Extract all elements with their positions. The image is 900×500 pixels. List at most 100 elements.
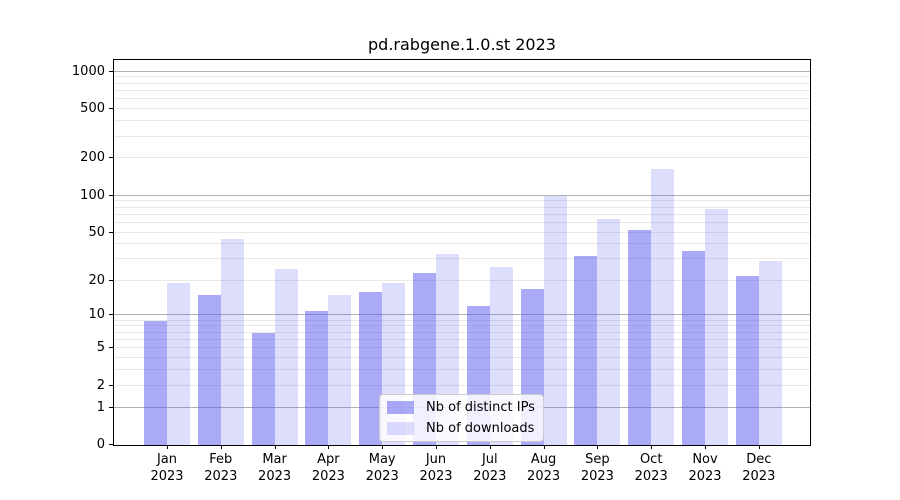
minor-gridline <box>114 76 810 78</box>
legend-label: Nb of downloads <box>426 421 535 436</box>
x-tick-month: Aug <box>530 452 557 467</box>
x-tick-year: 2023 <box>473 468 507 484</box>
x-tick-year: 2023 <box>258 468 292 484</box>
x-tick-mark <box>705 445 706 449</box>
y-tick-label: 1000 <box>71 63 105 79</box>
bar-distinct-ips-apr <box>305 310 329 445</box>
minor-gridline <box>114 200 810 202</box>
y-tick-mark <box>109 108 114 110</box>
minor-gridline <box>114 258 810 260</box>
minor-gridline <box>114 206 810 208</box>
x-tick-label: Mar 2023 <box>245 452 305 486</box>
x-tick-year: 2023 <box>419 468 453 484</box>
y-tick-label: 10 <box>88 307 105 323</box>
bar-distinct-ips-dec <box>735 275 759 445</box>
minor-gridline <box>114 135 810 137</box>
bar-downloads-oct <box>651 168 675 445</box>
legend-item: Nb of downloads <box>387 421 537 436</box>
x-tick-mark <box>382 445 384 449</box>
legend-item: Nb of distinct IPs <box>387 400 537 415</box>
x-tick-year: 2023 <box>688 468 722 484</box>
x-tick-label: Jan 2023 <box>137 452 197 486</box>
minor-gridline <box>114 325 810 327</box>
x-tick-year: 2023 <box>634 468 668 484</box>
x-tick-month: Apr <box>317 452 340 467</box>
x-tick-mark <box>328 445 330 449</box>
minor-gridline <box>114 221 810 223</box>
x-tick-label: Dec 2023 <box>729 452 789 486</box>
minor-gridline <box>114 279 810 281</box>
minor-gridline <box>114 82 810 84</box>
x-tick-label: Feb 2023 <box>191 452 251 486</box>
x-tick-month: Nov <box>692 452 718 467</box>
bar-downloads-mar <box>274 268 298 445</box>
minor-gridline <box>114 231 810 233</box>
y-tick-label: 5 <box>96 340 105 356</box>
x-tick-mark <box>274 445 276 449</box>
x-tick-label: Aug 2023 <box>514 452 574 486</box>
x-tick-year: 2023 <box>150 468 184 484</box>
y-tick-mark <box>109 444 114 445</box>
y-tick-mark <box>109 194 114 196</box>
y-tick-mark <box>109 157 114 159</box>
bar-downloads-jan <box>167 283 190 445</box>
y-tick-label: 2 <box>96 377 105 393</box>
bar-distinct-ips-jan <box>144 320 167 445</box>
x-tick-mark <box>489 445 491 449</box>
x-tick-label: Apr 2023 <box>298 452 358 486</box>
legend-swatch-downloads <box>387 422 414 435</box>
y-tick-mark <box>109 70 114 72</box>
x-tick-month: Dec <box>746 452 772 467</box>
bar-distinct-ips-oct <box>628 229 652 445</box>
minor-gridline <box>114 338 810 340</box>
plot-area: 0 1 2 5 10 20 50 100 200 500 1000 Jan 2023 Feb 2023 Mar… <box>72 59 811 484</box>
minor-gridline <box>114 357 810 359</box>
x-tick-mark <box>167 445 168 449</box>
bar-downloads-apr <box>328 295 352 445</box>
bar-downloads-nov <box>705 208 728 445</box>
chart-title: pd.rabgene.1.0.st 2023 <box>368 35 556 54</box>
y-tick-label: 100 <box>80 187 105 203</box>
minor-gridline <box>114 213 810 215</box>
bar-distinct-ips-feb <box>197 295 221 445</box>
x-tick-mark <box>220 445 222 449</box>
x-tick-month: Feb <box>209 452 233 467</box>
bar-distinct-ips-may <box>359 291 383 445</box>
y-tick-mark <box>109 384 114 386</box>
x-tick-year: 2023 <box>742 468 776 484</box>
x-tick-label: Jul 2023 <box>460 452 520 486</box>
x-tick-month: Oct <box>639 452 663 467</box>
x-tick-month: May <box>368 452 396 467</box>
bar-downloads-aug <box>543 195 567 445</box>
minor-gridline <box>114 384 810 386</box>
minor-gridline <box>114 90 810 91</box>
bar-distinct-ips-nov <box>682 251 705 445</box>
y-tick-label: 20 <box>88 272 105 288</box>
major-gridline <box>114 314 810 316</box>
legend: Nb of distinct IPs Nb of downloads <box>379 394 544 442</box>
y-tick-label: 50 <box>88 224 105 240</box>
minor-gridline <box>114 157 810 159</box>
x-tick-year: 2023 <box>527 468 561 484</box>
x-tick-mark <box>543 445 545 449</box>
x-tick-mark <box>758 445 760 449</box>
x-tick-label: May 2023 <box>352 452 412 486</box>
minor-gridline <box>114 319 810 321</box>
x-tick-year: 2023 <box>580 468 614 484</box>
y-tick-label: 0 <box>96 437 105 452</box>
bar-downloads-sep <box>597 218 621 445</box>
x-tick-year: 2023 <box>204 468 238 484</box>
y-tick-mark <box>109 314 114 316</box>
minor-gridline <box>114 331 810 333</box>
x-tick-month: Mar <box>262 452 287 467</box>
x-tick-mark <box>597 445 599 449</box>
y-tick-mark <box>109 231 114 233</box>
bar-distinct-ips-mar <box>251 332 275 445</box>
y-tick-label: 200 <box>80 150 105 166</box>
x-tick-year: 2023 <box>311 468 345 484</box>
y-tick-label: 500 <box>80 101 105 117</box>
legend-label: Nb of distinct IPs <box>426 400 535 415</box>
x-tick-year: 2023 <box>365 468 399 484</box>
minor-gridline <box>114 369 810 371</box>
